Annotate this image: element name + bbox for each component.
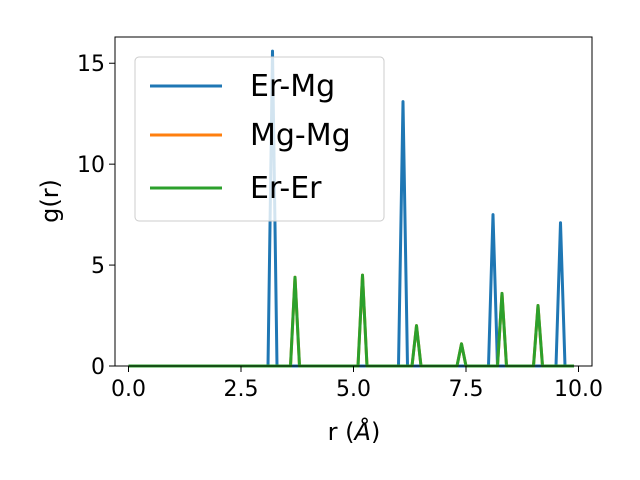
legend-box <box>134 56 385 222</box>
legend: Er-Mg Mg-Mg Er-Er <box>134 56 385 222</box>
series-line-er-er <box>128 273 574 368</box>
x-axis-label: r (Å) <box>328 417 381 446</box>
legend-label-er-er: Er-Er <box>250 171 322 206</box>
legend-label-er-mg: Er-Mg <box>250 69 335 104</box>
y-tick-label: 5 <box>91 254 105 279</box>
y-axis-label: g(r) <box>36 179 64 223</box>
x-tick-label: 2.5 <box>224 377 259 402</box>
series-line-mg-mg <box>128 273 574 368</box>
x-tick-label: 7.5 <box>449 377 484 402</box>
x-axis-label-close: ) <box>371 418 380 446</box>
y-tick-label: 10 <box>77 153 105 178</box>
y-tick-label: 0 <box>91 355 105 380</box>
axes-layer: 0.0 2.5 5.0 7.5 10.0 0 5 10 15 <box>77 36 603 402</box>
legend-label-mg-mg: Mg-Mg <box>250 118 351 153</box>
x-tick-label: 5.0 <box>336 377 371 402</box>
x-tick-label: 10.0 <box>554 377 603 402</box>
y-tick-label: 15 <box>77 52 105 77</box>
x-tick-label: 0.0 <box>111 377 146 402</box>
x-axis-label-text: r ( <box>328 418 355 446</box>
x-axis-label-unit: Å <box>353 417 371 446</box>
